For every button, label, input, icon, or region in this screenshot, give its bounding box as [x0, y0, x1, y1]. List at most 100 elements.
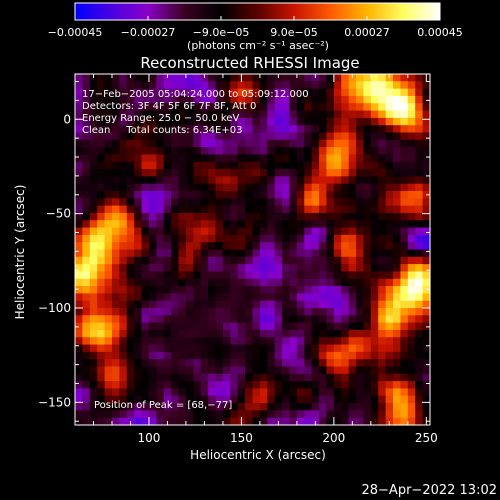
heatmap-cell — [126, 308, 135, 316]
heatmap-cell — [163, 344, 172, 353]
heatmap-cell — [237, 88, 246, 97]
heatmap-cell — [119, 154, 128, 163]
heatmap-cell — [385, 264, 394, 273]
heatmap-cell — [393, 300, 402, 309]
heatmap-cell — [274, 373, 283, 382]
heatmap-cell — [178, 344, 187, 353]
heatmap-cell — [237, 293, 246, 302]
heatmap-cell — [393, 242, 402, 251]
heatmap-cell — [245, 198, 254, 207]
heatmap-cell — [156, 293, 165, 302]
heatmap-cell — [208, 198, 217, 207]
heatmap-cell — [289, 381, 298, 390]
heatmap-cell — [126, 344, 135, 353]
heatmap-cell — [82, 139, 91, 148]
heatmap-cell — [289, 264, 298, 273]
heatmap-cell — [163, 256, 172, 265]
heatmap-cell — [274, 205, 283, 214]
heatmap-cell — [407, 183, 416, 192]
heatmap-cell — [119, 278, 128, 287]
heatmap-cell — [185, 169, 194, 177]
heatmap-cell — [393, 117, 402, 126]
heatmap-cell — [252, 329, 261, 338]
heatmap-cell — [119, 366, 128, 375]
heatmap-cell — [230, 293, 239, 302]
heatmap-cell — [289, 410, 298, 419]
heatmap-cell — [370, 183, 379, 192]
heatmap-cell — [230, 110, 239, 119]
heatmap-cell — [163, 381, 172, 390]
heatmap-cell — [97, 278, 106, 287]
heatmap-cell — [141, 191, 150, 199]
heatmap-cell — [378, 154, 387, 163]
heatmap-cell — [97, 271, 106, 280]
heatmap-cell — [282, 300, 291, 309]
heatmap-cell — [363, 381, 372, 390]
heatmap-cell — [148, 161, 157, 170]
heatmap-cell — [126, 256, 135, 265]
heatmap-cell — [296, 227, 305, 236]
heatmap-cell — [370, 191, 379, 199]
heatmap-cell — [385, 183, 394, 192]
heatmap-cell — [171, 249, 180, 258]
heatmap-cell — [385, 351, 394, 360]
heatmap-cell — [237, 373, 246, 382]
heatmap-cell — [237, 161, 246, 170]
heatmap-cell — [274, 308, 283, 316]
heatmap-cell — [156, 212, 165, 221]
heatmap-cell — [348, 403, 357, 411]
heatmap-cell — [289, 74, 298, 82]
heatmap-cell — [104, 242, 113, 251]
heatmap-cell — [289, 117, 298, 126]
heatmap-cell — [407, 169, 416, 177]
heatmap-cell — [208, 249, 217, 258]
heatmap-cell — [126, 81, 135, 90]
heatmap-cell — [185, 315, 194, 324]
heatmap-cell — [341, 410, 350, 419]
heatmap-cell — [282, 242, 291, 251]
heatmap-cell — [178, 410, 187, 419]
heatmap-cell — [104, 132, 113, 141]
heatmap-cell — [126, 410, 135, 419]
heatmap-cell — [126, 191, 135, 199]
heatmap-cell — [208, 234, 217, 243]
heatmap-cell — [259, 300, 268, 309]
heatmap-cell — [97, 125, 106, 134]
heatmap-cell — [378, 125, 387, 134]
heatmap-cell — [304, 351, 313, 360]
heatmap-cell — [326, 344, 335, 353]
heatmap-cell — [193, 220, 202, 229]
heatmap-cell — [348, 125, 357, 134]
heatmap-cell — [333, 198, 342, 207]
heatmap-cell — [333, 169, 342, 177]
heatmap-cell — [141, 220, 150, 229]
heatmap-cell — [319, 329, 328, 338]
heatmap-cell — [400, 373, 409, 382]
heatmap-cell — [356, 249, 365, 258]
heatmap-cell — [393, 103, 402, 112]
heatmap-cell — [97, 388, 106, 397]
heatmap-cell — [311, 271, 320, 280]
heatmap-cell — [185, 147, 194, 156]
heatmap-cell — [178, 110, 187, 119]
heatmap-cell — [134, 227, 143, 236]
heatmap-cell — [156, 410, 165, 419]
heatmap-cell — [208, 308, 217, 316]
heatmap-cell — [363, 256, 372, 265]
heatmap-cell — [274, 227, 283, 236]
heatmap-cell — [89, 103, 98, 112]
heatmap-cell — [75, 74, 83, 82]
heatmap-cell — [393, 139, 402, 148]
heatmap-cell — [341, 81, 350, 90]
heatmap-cell — [89, 264, 98, 273]
heatmap-cell — [215, 242, 224, 251]
heatmap-cell — [237, 125, 246, 134]
heatmap-cell — [348, 300, 357, 309]
heatmap-cell — [208, 337, 217, 346]
heatmap-cell — [407, 373, 416, 382]
heatmap-cell — [215, 286, 224, 294]
heatmap-cell — [252, 147, 261, 156]
heatmap-cell — [304, 154, 313, 163]
heatmap-cell — [333, 176, 342, 185]
heatmap-cell — [296, 103, 305, 112]
